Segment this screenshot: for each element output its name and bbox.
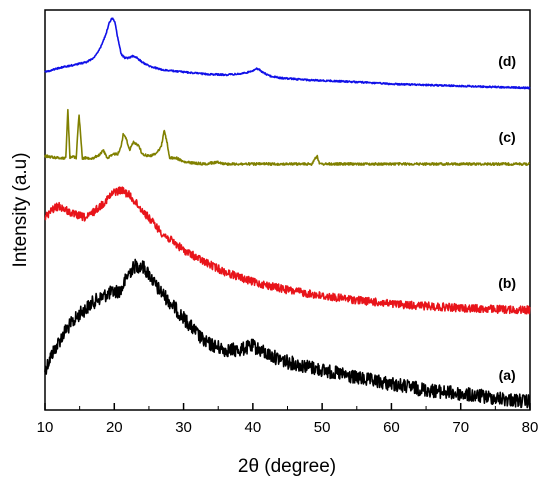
x-tick-label-30: 30 — [175, 419, 192, 436]
series-line-a — [44, 258, 531, 409]
series-line-d — [44, 17, 531, 90]
x-tick-label-10: 10 — [37, 419, 54, 436]
series-line-b — [44, 186, 531, 315]
plot-frame — [44, 9, 531, 411]
x-axis-title: 2θ (degree) — [238, 456, 336, 477]
x-tick-label-60: 60 — [383, 419, 400, 436]
series-labels: (a) (b) (c) (d) — [498, 53, 516, 383]
x-tick-label-40: 40 — [245, 419, 262, 436]
series-label-b: (b) — [498, 275, 516, 291]
series-label-d: (d) — [498, 53, 516, 69]
x-tick-label-50: 50 — [314, 419, 331, 436]
series-label-a: (a) — [499, 367, 516, 383]
series-line-c — [44, 108, 531, 166]
x-tick-label-20: 20 — [106, 419, 123, 436]
y-axis-title: Intensity (a.u) — [10, 152, 31, 267]
x-axis-ticks: 10 20 30 40 50 60 70 80 — [37, 403, 539, 436]
series-label-c: (c) — [499, 129, 516, 145]
series-layer — [44, 17, 531, 409]
x-tick-label-80: 80 — [522, 419, 539, 436]
x-tick-label-70: 70 — [452, 419, 469, 436]
